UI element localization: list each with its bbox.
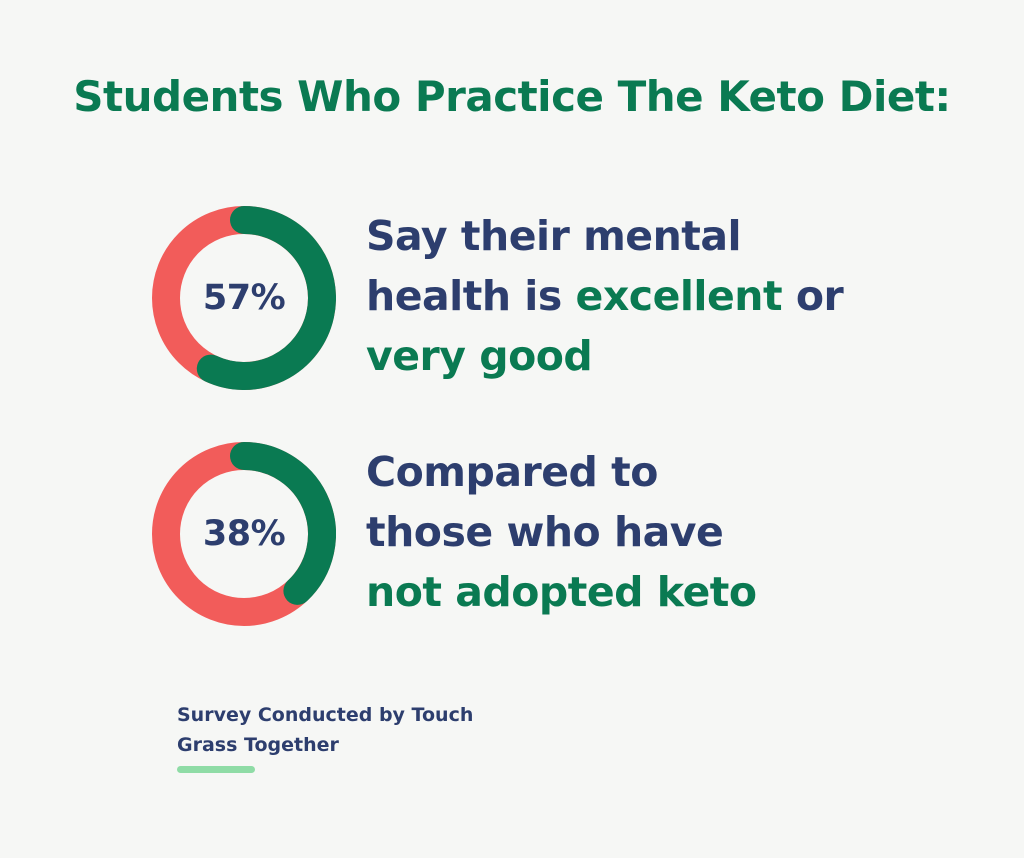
stat-line: very good — [366, 326, 906, 386]
donut-value-arc — [196, 206, 336, 390]
stat-line: health is excellent or — [366, 266, 906, 326]
stat-text-highlight: not adopted keto — [366, 568, 757, 616]
stat-text-segment: Compared to — [366, 448, 658, 496]
stat-description: Say their mental health is excellent or … — [366, 206, 906, 386]
stat-line: not adopted keto — [366, 562, 906, 622]
source-line: Grass Together — [177, 734, 339, 756]
donut-center-label: 57% — [202, 278, 286, 318]
stat-text-segment: Say their mental — [366, 212, 742, 260]
source-line: Survey Conducted by Touch — [177, 704, 474, 726]
stat-description: Compared to those who have not adopted k… — [366, 442, 906, 622]
stat-line: those who have — [366, 502, 906, 562]
donut-value-arc — [230, 442, 336, 605]
stat-block-non-keto: 38% Compared to those who have not adopt… — [152, 442, 912, 632]
donut-center-label: 38% — [202, 514, 286, 554]
stat-block-keto: 57% Say their mental health is excellent… — [152, 206, 912, 396]
page-title: Students Who Practice The Keto Diet: — [73, 72, 951, 121]
stat-text-segment: or — [782, 272, 844, 320]
stat-text-highlight: very good — [366, 332, 593, 380]
stat-line: Compared to — [366, 442, 906, 502]
donut-chart-non-keto — [152, 442, 336, 626]
survey-source: Survey Conducted by Touch Grass Together — [177, 700, 537, 760]
stat-line: Say their mental — [366, 206, 906, 266]
stat-text-highlight: excellent — [575, 272, 783, 320]
stat-text-segment: those who have — [366, 508, 724, 556]
donut-chart-keto — [152, 206, 336, 390]
stat-text-segment: health is — [366, 272, 576, 320]
accent-bar — [177, 766, 255, 773]
